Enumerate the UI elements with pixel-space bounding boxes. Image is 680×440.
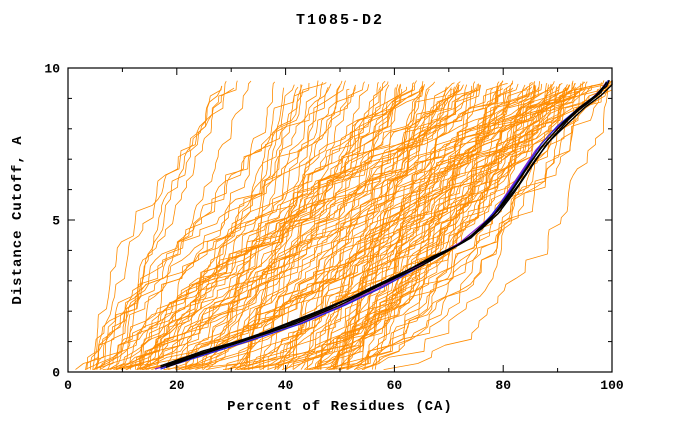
model-curve: [99, 80, 605, 370]
model-curve: [300, 87, 585, 370]
model-curve: [142, 80, 386, 370]
model-curve: [92, 84, 481, 370]
model-curve: [96, 80, 346, 370]
y-tick-label: 0: [52, 366, 60, 381]
model-curve: [181, 80, 611, 370]
model-curve: [130, 81, 365, 370]
model-curve: [126, 82, 534, 370]
model-curve: [139, 84, 460, 370]
model-curve: [90, 83, 543, 370]
model-curve: [168, 86, 329, 370]
model-curve: [327, 84, 602, 370]
model-curve: [316, 80, 504, 370]
model-curve: [92, 87, 235, 370]
model-curve: [372, 84, 535, 370]
model-curve: [120, 85, 424, 370]
model-curve: [188, 88, 350, 370]
model-curve: [225, 81, 476, 370]
model-curve: [240, 86, 499, 370]
model-curve: [99, 82, 327, 370]
model-curve: [346, 81, 436, 370]
model-curve: [116, 80, 417, 370]
x-tick-label: 80: [495, 378, 511, 393]
model-curve: [144, 83, 519, 370]
x-tick-label: 20: [169, 378, 185, 393]
model-curve: [116, 84, 356, 370]
model-curve: [259, 84, 571, 370]
model-curve: [316, 87, 514, 370]
model-curve: [93, 81, 227, 370]
model-curve: [107, 81, 276, 370]
x-tick-label: 100: [600, 378, 624, 393]
model-curve: [142, 84, 390, 370]
model-curve: [234, 85, 341, 370]
model-curve: [353, 85, 570, 370]
model-curve: [338, 84, 478, 370]
model-curve: [182, 86, 299, 370]
model-curve: [95, 82, 415, 370]
model-curve: [267, 87, 583, 370]
model-curve: [136, 85, 414, 370]
model-curve: [93, 88, 511, 370]
model-curve: [136, 80, 252, 370]
model-curve: [247, 84, 401, 370]
model-curve: [346, 82, 574, 370]
model-curve: [354, 81, 504, 370]
model-curve: [155, 86, 447, 370]
x-tick-label: 60: [387, 378, 403, 393]
model-curve: [168, 84, 526, 370]
model-curve: [362, 83, 582, 370]
model-curve: [185, 81, 586, 370]
model-curve: [331, 80, 574, 370]
x-tick-label: 0: [64, 378, 72, 393]
model-curve: [85, 82, 310, 370]
model-curve: [201, 86, 382, 370]
model-curve: [325, 87, 550, 370]
model-curve: [165, 80, 613, 367]
model-curve: [182, 85, 537, 370]
model-curve: [348, 87, 448, 370]
model-curve: [333, 88, 499, 370]
model-curve: [336, 87, 567, 370]
x-tick-label: 40: [278, 378, 294, 393]
model-curve: [135, 83, 332, 370]
model-curve: [113, 81, 389, 370]
model-curve: [175, 84, 303, 370]
model-curve: [305, 86, 455, 370]
model-curve: [116, 85, 223, 370]
model-curve: [383, 82, 611, 370]
model-curve: [234, 84, 464, 370]
model-curve: [93, 86, 539, 370]
model-curve: [243, 81, 588, 370]
model-curve: [126, 83, 401, 370]
model-curve: [361, 84, 568, 370]
model-curve: [163, 85, 473, 370]
chart-title: T1085-D2: [295, 12, 384, 29]
model-curve: [108, 86, 222, 370]
y-tick-label: 5: [52, 214, 60, 229]
model-curve: [141, 86, 407, 370]
model-curve: [160, 82, 608, 367]
model-curve: [151, 82, 532, 370]
model-curve: [137, 87, 476, 370]
model-curve: [239, 82, 324, 370]
y-tick-label: 10: [44, 62, 60, 77]
model-curve: [304, 84, 460, 370]
model-curve: [75, 85, 423, 370]
model-curve: [318, 86, 528, 370]
model-curve: [263, 86, 356, 370]
model-curve: [165, 79, 610, 369]
x-axis-label: Percent of Residues (CA): [227, 399, 453, 415]
model-curve: [166, 88, 424, 370]
